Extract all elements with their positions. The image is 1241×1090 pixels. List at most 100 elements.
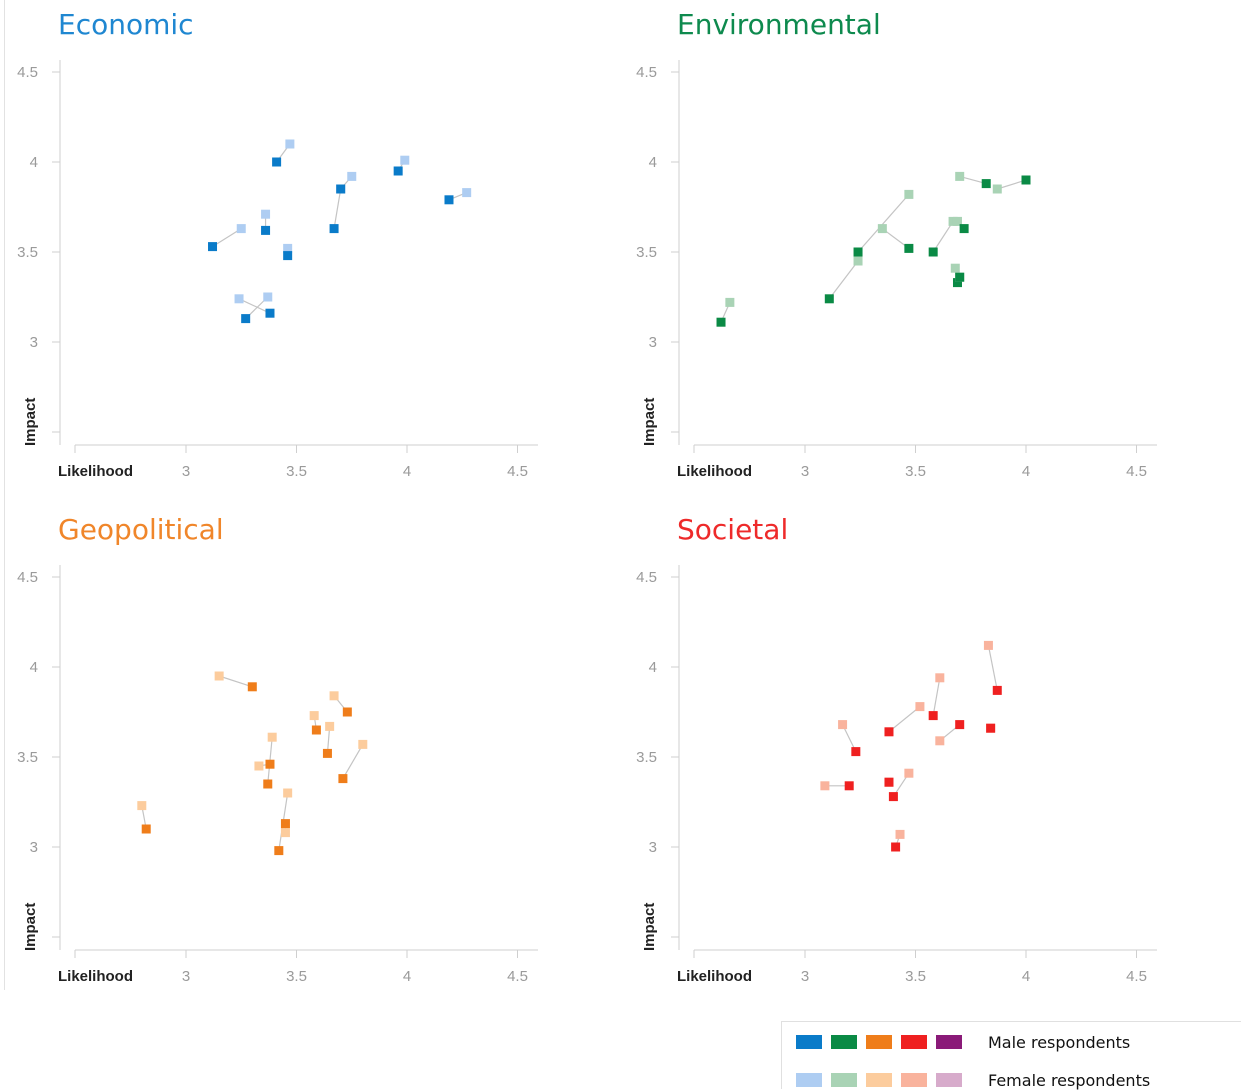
male-point [265, 308, 275, 318]
scatter-plot: 4.5 4 3.5 3 3 3.5 4 4.5 Likelihood Impact [636, 60, 1157, 480]
male-point [311, 725, 321, 735]
y-tick-label: 3.5 [636, 749, 657, 766]
male-point [891, 842, 901, 852]
male-point [844, 781, 854, 791]
left-border [4, 0, 5, 990]
male-point [981, 179, 991, 189]
legend-swatch-male [796, 1035, 822, 1049]
x-axis-label: Likelihood [677, 968, 752, 985]
female-point [725, 297, 735, 307]
y-tick-label: 3 [30, 334, 38, 351]
female-point [283, 243, 293, 253]
pair-connector [212, 228, 242, 248]
female-point [309, 711, 319, 721]
male-point [338, 774, 348, 784]
male-point [884, 777, 894, 787]
legend-swatch-female [936, 1073, 962, 1087]
y-axis-label: Impact [641, 903, 658, 951]
male-point [986, 723, 996, 733]
female-swatches [796, 1073, 976, 1087]
female-point [283, 788, 293, 798]
legend-label-male: Male respondents [988, 1032, 1131, 1052]
y-tick-label: 4.5 [636, 569, 657, 586]
y-tick-label: 4.5 [17, 569, 38, 586]
legend-row-female: Female respondents [796, 1070, 1150, 1090]
female-point [915, 702, 925, 712]
x-tick-label: 4.5 [1126, 463, 1147, 480]
y-axis-label: Impact [22, 398, 39, 446]
male-point [928, 247, 938, 257]
male-point [261, 225, 271, 235]
x-tick-label: 3 [801, 968, 809, 985]
male-point [959, 224, 969, 234]
male-point [853, 247, 863, 257]
female-point [904, 768, 914, 778]
male-point [851, 747, 861, 757]
x-tick-label: 3.5 [286, 968, 307, 985]
male-point [263, 779, 273, 789]
female-point [261, 209, 271, 219]
y-tick-label: 4.5 [636, 64, 657, 81]
female-point [358, 739, 368, 749]
female-point [325, 721, 335, 731]
panel-societal: Societal 4.5 4 3.5 3 3 3.5 4 4.5 Likelihood Impac… [619, 505, 1179, 1000]
male-point [955, 272, 965, 282]
female-point [853, 256, 863, 266]
x-axis-label: Likelihood [677, 463, 752, 480]
male-point [824, 294, 834, 304]
x-tick-label: 4 [1022, 463, 1030, 480]
female-point [267, 732, 277, 742]
female-point [347, 171, 357, 181]
male-point [141, 824, 151, 834]
panel-economic: Economic 4.5 4 3.5 3 3 3.5 4 4.5 Likelihood Impac… [0, 0, 560, 495]
female-point [935, 673, 945, 683]
y-tick-label: 3 [30, 839, 38, 856]
pair-connector [857, 194, 910, 253]
legend-swatch-female [866, 1073, 892, 1087]
legend-swatch-male [866, 1035, 892, 1049]
pair-connector [333, 188, 342, 229]
y-tick-label: 4 [30, 659, 38, 676]
female-point [983, 640, 993, 650]
male-point [955, 720, 965, 730]
male-swatches [796, 1035, 976, 1049]
legend-swatch-male [901, 1035, 927, 1049]
male-point [247, 682, 257, 692]
y-tick-label: 3.5 [636, 244, 657, 261]
panel-environmental: Environmental 4.5 4 3.5 3 3 3.5 4 4.5 Likelihood… [619, 0, 1179, 495]
x-tick-label: 4 [1022, 968, 1030, 985]
female-point [214, 671, 224, 681]
male-point [716, 317, 726, 327]
female-point [895, 829, 905, 839]
y-axis-label: Impact [641, 398, 658, 446]
panel-title: Environmental [677, 8, 881, 41]
female-point [400, 155, 410, 165]
female-point [234, 294, 244, 304]
x-axis-label: Likelihood [58, 968, 133, 985]
x-tick-label: 4 [403, 463, 411, 480]
female-point [838, 720, 848, 730]
y-tick-label: 4 [30, 154, 38, 171]
male-point [283, 251, 293, 261]
female-point [935, 736, 945, 746]
male-point [888, 792, 898, 802]
female-point [950, 263, 960, 273]
y-tick-label: 4 [649, 659, 657, 676]
y-tick-label: 4 [649, 154, 657, 171]
legend-swatch-female [831, 1073, 857, 1087]
pair-connector [888, 706, 921, 733]
y-tick-label: 3 [649, 839, 657, 856]
x-axis-label: Likelihood [58, 463, 133, 480]
female-point [329, 691, 339, 701]
male-point [342, 707, 352, 717]
male-point [393, 166, 403, 176]
male-point [884, 727, 894, 737]
male-point [208, 242, 218, 252]
male-point [274, 846, 284, 856]
x-tick-label: 3.5 [286, 463, 307, 480]
x-tick-label: 3 [182, 463, 190, 480]
y-tick-label: 3 [649, 334, 657, 351]
male-point [952, 278, 962, 288]
pair-connector [218, 675, 253, 688]
male-point [280, 819, 290, 829]
